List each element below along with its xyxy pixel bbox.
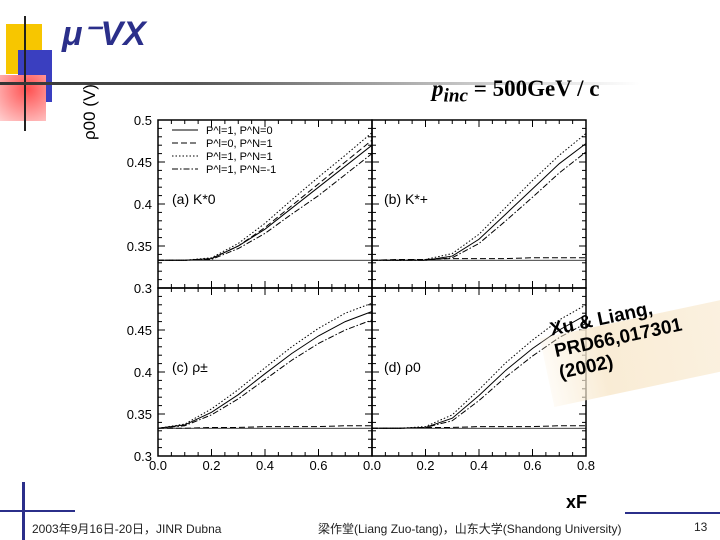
y-tick-label: 0.4 [134, 365, 152, 380]
footer-author: 梁作堂(Liang Zuo-tang)，山东大学(Shandong Univer… [318, 522, 622, 536]
x-axis-label: xF [566, 492, 588, 512]
x-tick-label: 0.8 [577, 458, 595, 473]
series-line-0 [157, 311, 373, 429]
decor-footer-hline [0, 510, 75, 512]
x-tick-label: 0.0 [363, 458, 381, 473]
series-line-2 [158, 132, 373, 261]
footer-date-venue: 2003年9月16日-20日，JINR Dubna [32, 522, 222, 536]
page-number: 13 [694, 520, 708, 534]
panel-label: (b) K*+ [384, 191, 428, 207]
y-tick-label: 0.4 [134, 197, 152, 212]
x-tick-label: 0.2 [416, 458, 434, 473]
series-line-3 [372, 151, 587, 261]
legend-entry: P^l=1, P^N=0 [206, 125, 273, 137]
series-line-3 [372, 322, 587, 429]
y-tick-label: 0.45 [127, 323, 152, 338]
title-rule [0, 82, 640, 85]
momentum-subscript: inc [443, 85, 468, 107]
x-tick-label: 0.4 [256, 458, 274, 473]
y-tick-label: 0.45 [127, 155, 152, 170]
panel-label: (d) ρ0 [384, 359, 421, 375]
panel-label: (a) K*0 [172, 191, 216, 207]
panel-label: (c) ρ± [172, 359, 208, 375]
slide-title: μ⁻VX [62, 15, 146, 53]
x-tick-label: 0.6 [309, 458, 327, 473]
y-tick-label: 0.3 [134, 281, 152, 296]
series-line-3 [158, 153, 373, 261]
series-line-3 [157, 319, 373, 429]
x-tick-label: 0.6 [523, 458, 541, 473]
momentum-symbol: p [432, 76, 444, 101]
momentum-value: = 500GeV / c [467, 76, 600, 101]
x-tick-label: 0.4 [470, 458, 488, 473]
x-tick-label: 0.2 [202, 458, 220, 473]
decor-vertical-line [24, 16, 26, 131]
x-tick-label: 0.0 [149, 458, 167, 473]
y-tick-label: 0.5 [134, 113, 152, 128]
series-line-1 [158, 139, 373, 261]
y-tick-label: 0.35 [127, 239, 152, 254]
legend-entry: P^l=1, P^N=1 [206, 151, 273, 163]
legend-entry: P^l=1, P^N=-1 [206, 164, 276, 176]
legend-entry: P^l=0, P^N=1 [206, 138, 273, 150]
y-tick-label: 0.3 [134, 449, 152, 464]
y-tick-label: 0.35 [127, 407, 152, 422]
momentum-label: pinc = 500GeV / c [432, 76, 599, 108]
decor-footer-rline [625, 512, 720, 514]
